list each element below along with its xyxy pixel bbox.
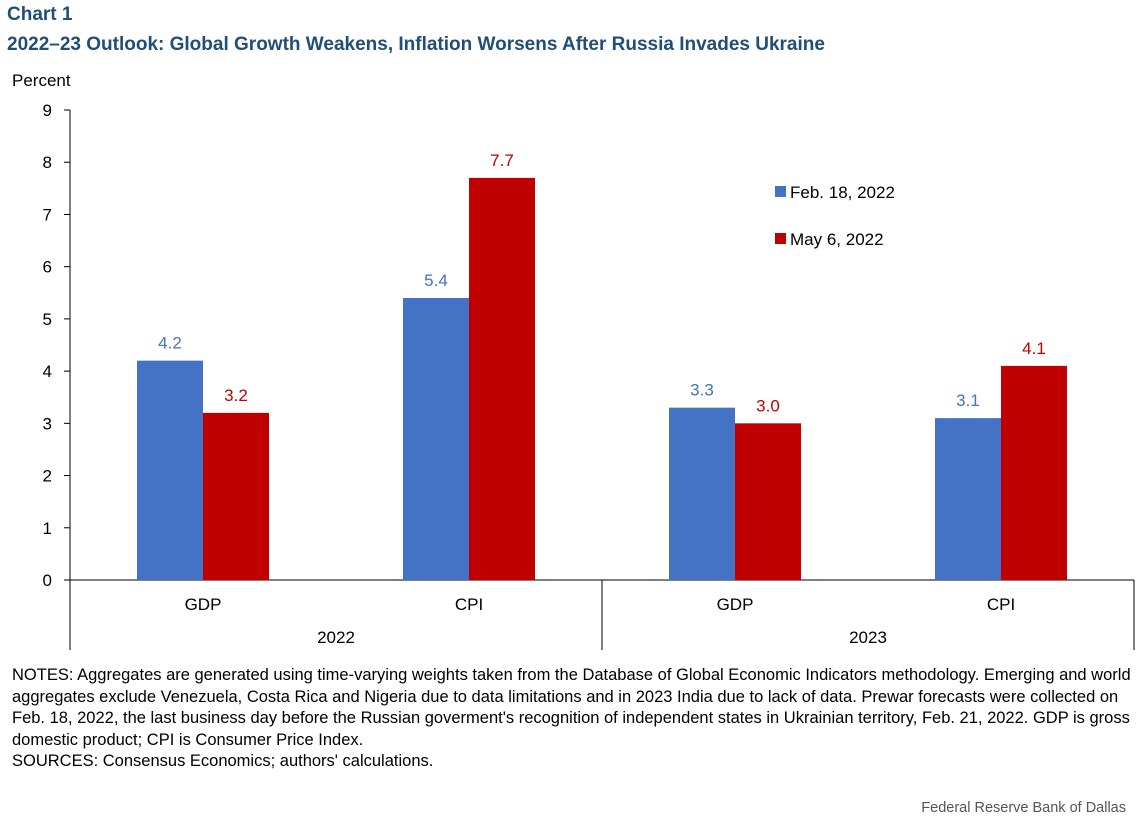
data-label: 3.2 xyxy=(224,386,248,405)
bar xyxy=(1001,365,1067,580)
data-label: 4.2 xyxy=(158,334,182,353)
legend-swatch xyxy=(775,186,786,197)
x-tick-label: GDP xyxy=(185,595,222,614)
credit-line: Federal Reserve Bank of Dallas xyxy=(921,800,1126,816)
bar xyxy=(735,423,801,580)
bar xyxy=(669,407,735,580)
bar xyxy=(137,360,203,580)
bar xyxy=(403,298,469,580)
group-label: 2023 xyxy=(849,628,887,647)
chart-number: Chart 1 xyxy=(7,4,73,25)
y-tick-label: 3 xyxy=(43,414,52,433)
y-tick-label: 8 xyxy=(43,153,52,172)
y-axis-label: Percent xyxy=(12,71,71,90)
data-label: 5.4 xyxy=(424,271,448,290)
y-tick-label: 2 xyxy=(43,467,52,486)
y-tick-label: 0 xyxy=(43,571,52,590)
data-label: 3.0 xyxy=(756,396,780,415)
legend-swatch xyxy=(775,233,786,244)
x-tick-label: CPI xyxy=(987,595,1015,614)
data-label: 7.7 xyxy=(490,151,514,170)
group-label: 2022 xyxy=(317,628,355,647)
data-label: 3.1 xyxy=(956,391,980,410)
y-tick-label: 5 xyxy=(43,310,52,329)
y-tick-label: 9 xyxy=(43,101,52,120)
bar xyxy=(469,177,535,580)
y-tick-label: 6 xyxy=(43,258,52,277)
bar-chart: Percent 0 1 2 3 4 5 6 7 8 9 4.2 3.2 GDP 5.4 7.7 CPI 3.3 3… xyxy=(12,71,1135,650)
notes-text: NOTES: Aggregates are generated using ti… xyxy=(12,666,1131,749)
data-label: 3.3 xyxy=(690,381,714,400)
x-tick-label: GDP xyxy=(717,595,754,614)
chart-title: 2022–23 Outlook: Global Growth Weakens, … xyxy=(7,34,825,55)
legend-label: May 6, 2022 xyxy=(790,230,884,249)
sources-text: SOURCES: Consensus Economics; authors' c… xyxy=(12,752,434,770)
bar xyxy=(203,412,269,580)
y-tick-label: 4 xyxy=(43,362,52,381)
data-label: 4.1 xyxy=(1022,339,1046,358)
y-tick-label: 7 xyxy=(43,205,52,224)
y-tick-label: 1 xyxy=(43,519,52,538)
legend-label: Feb. 18, 2022 xyxy=(790,183,895,202)
notes: NOTES: Aggregates are generated using ti… xyxy=(12,665,1132,773)
x-tick-label: CPI xyxy=(455,595,483,614)
bar xyxy=(935,418,1001,580)
